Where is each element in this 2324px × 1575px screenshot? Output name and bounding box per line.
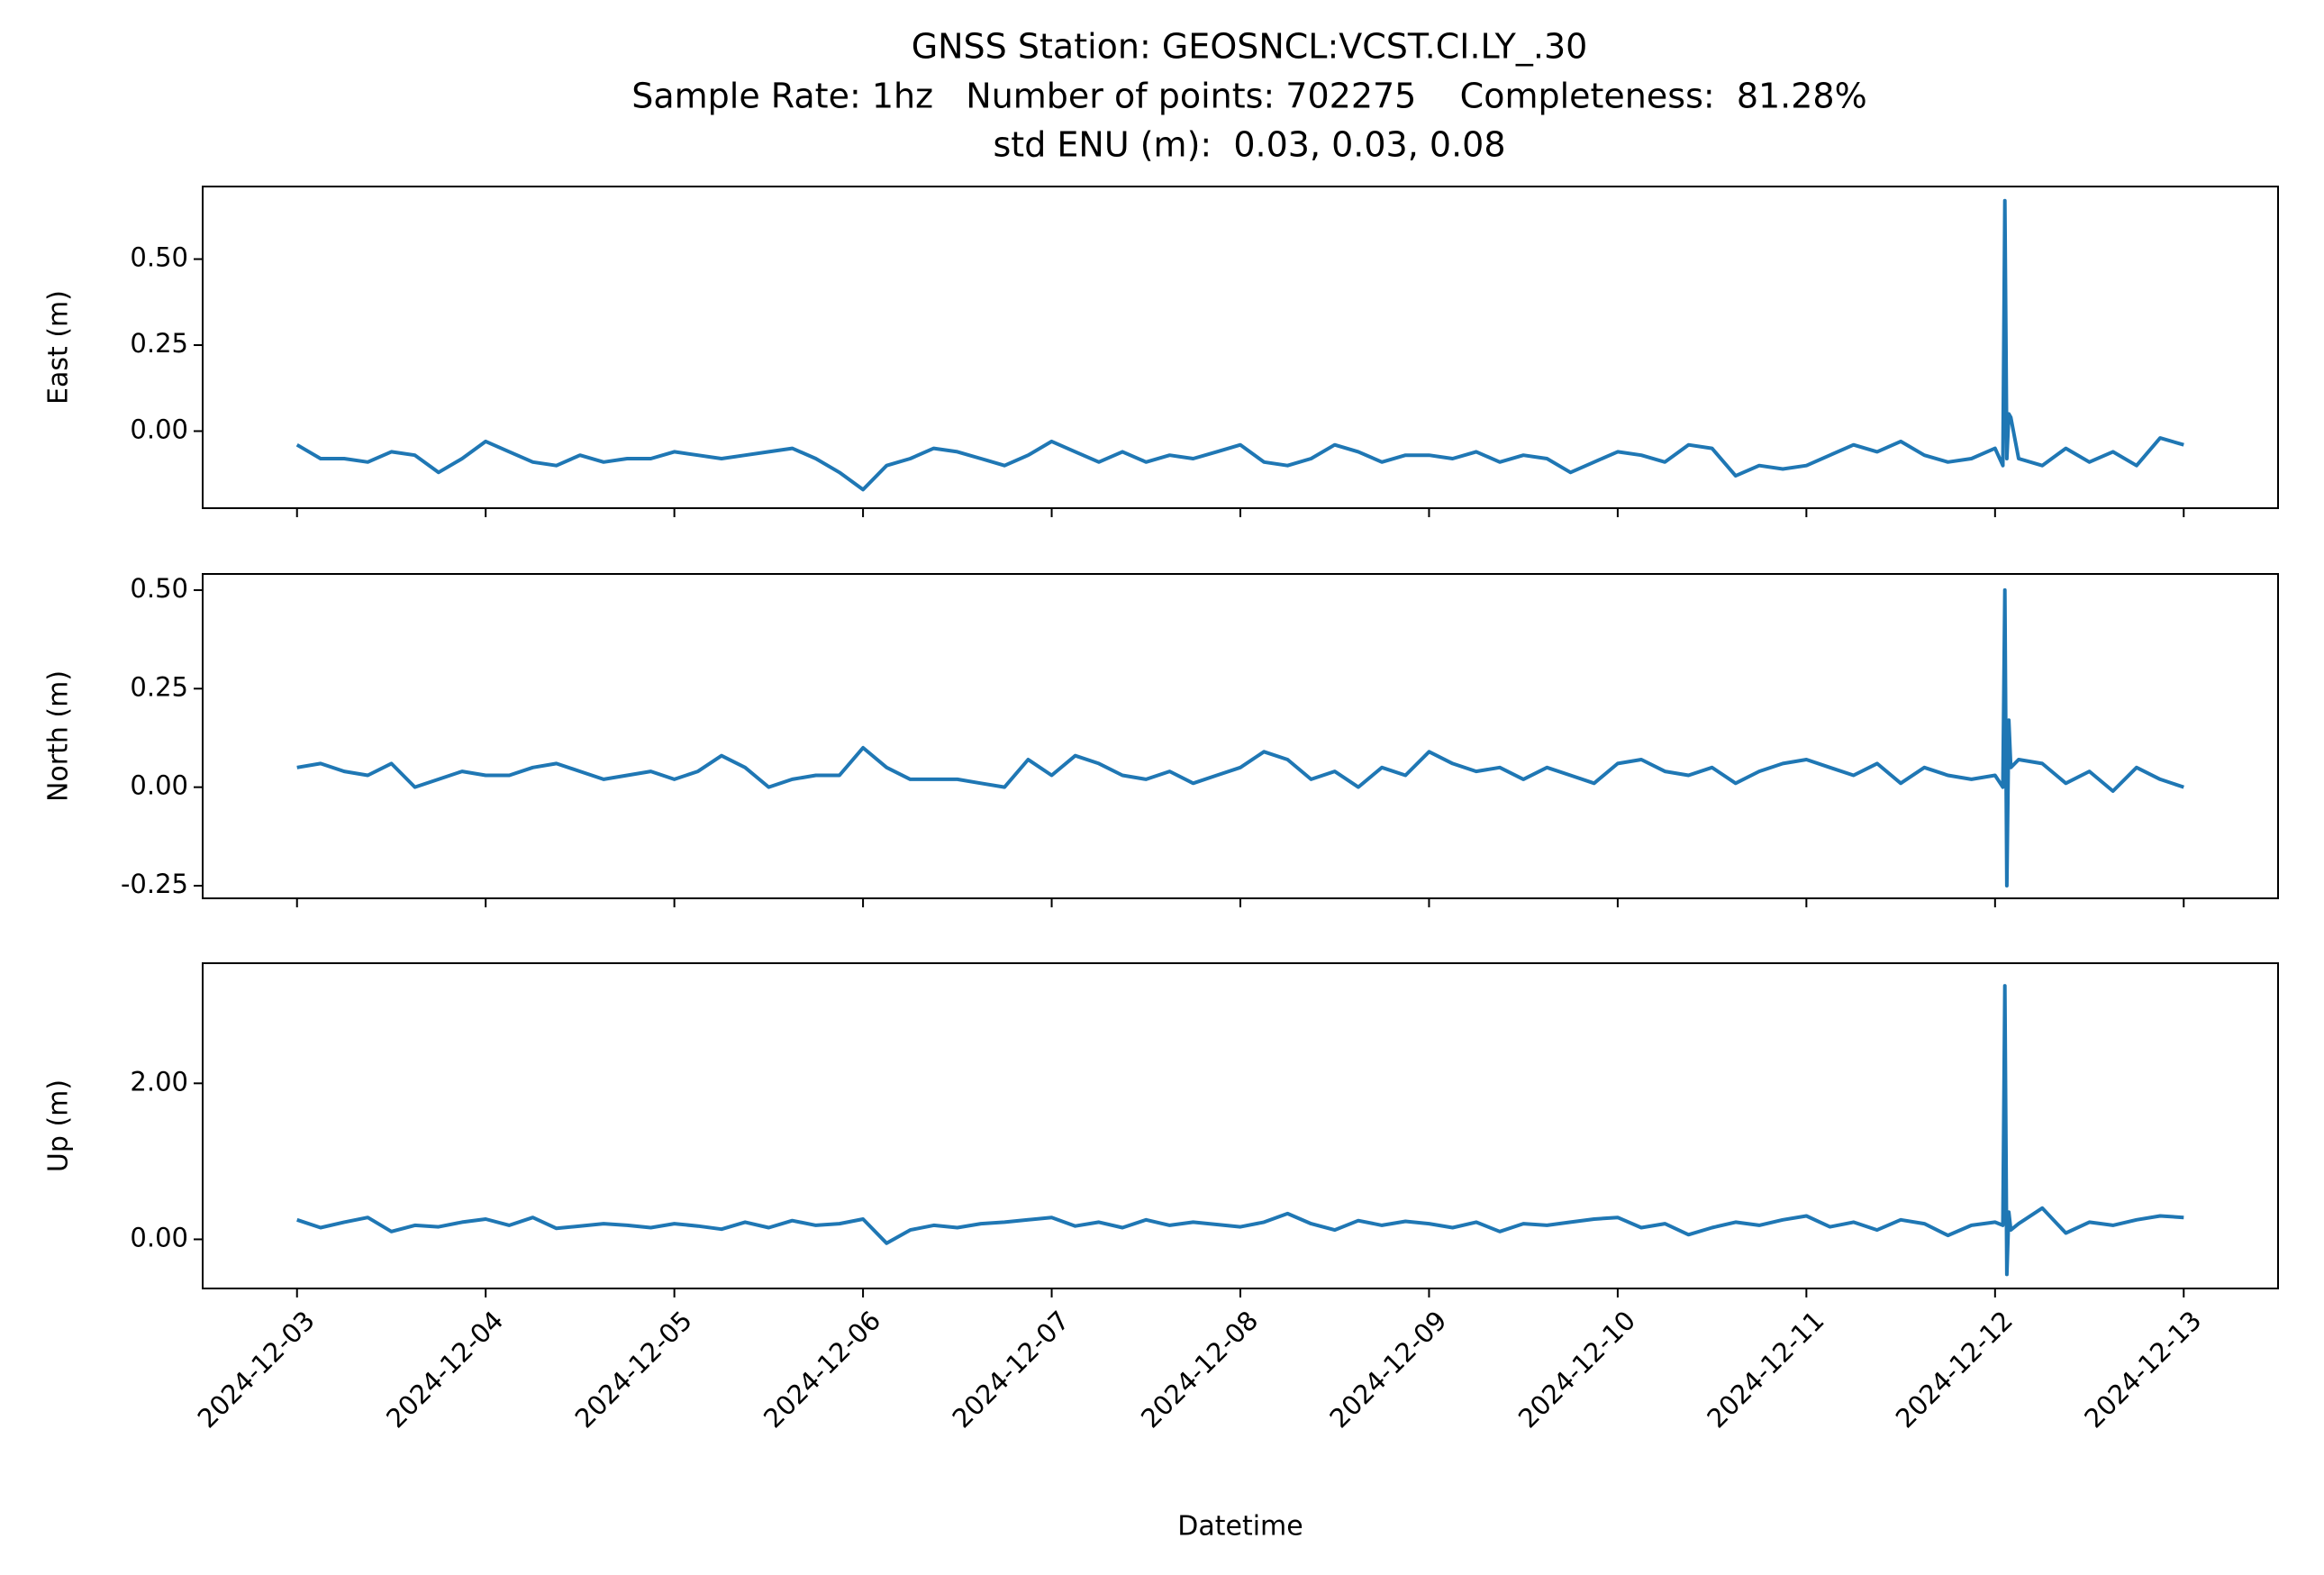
y-tick-label: -0.25 bbox=[121, 869, 188, 899]
x-tick-label: 2024-12-09 bbox=[1323, 1305, 1452, 1434]
x-tick-label: 2024-12-05 bbox=[569, 1305, 698, 1434]
x-axis-label: Datetime bbox=[1177, 1511, 1303, 1543]
y-axis-label: Up (m) bbox=[43, 1079, 75, 1172]
data-line bbox=[296, 587, 2184, 888]
x-tick-label: 2024-12-04 bbox=[380, 1305, 509, 1434]
x-tick-label: 2024-12-03 bbox=[192, 1305, 321, 1434]
y-axis-label: North (m) bbox=[43, 670, 75, 802]
y-tick-label: 0.50 bbox=[130, 573, 188, 604]
title-line: Sample Rate: 1hz Number of points: 70227… bbox=[631, 77, 1866, 116]
x-tick-label: 2024-12-07 bbox=[947, 1305, 1076, 1434]
y-tick-label: 0.00 bbox=[130, 414, 188, 444]
y-axis-label: East (m) bbox=[43, 290, 75, 405]
y-tick-label: 0.50 bbox=[130, 242, 188, 273]
x-tick-label: 2024-12-13 bbox=[2078, 1305, 2207, 1434]
data-line bbox=[296, 984, 2184, 1277]
data-line bbox=[295, 198, 2184, 492]
title-line: std ENU (m): 0.03, 0.03, 0.08 bbox=[994, 125, 1506, 165]
y-tick-label: 2.00 bbox=[130, 1066, 188, 1097]
x-tick-label: 2024-12-08 bbox=[1135, 1305, 1264, 1434]
y-tick-label: 0.25 bbox=[130, 671, 188, 702]
y-tick-label: 0.25 bbox=[130, 328, 188, 359]
x-tick-label: 2024-12-11 bbox=[1701, 1305, 1829, 1434]
axes-frame bbox=[202, 186, 2279, 509]
x-tick-label: 2024-12-06 bbox=[758, 1305, 886, 1434]
axes-frame bbox=[202, 573, 2279, 899]
title-line: GNSS Station: GEOSNCL:VCST.CI.LY_.30 bbox=[912, 27, 1588, 67]
y-tick-label: 0.00 bbox=[130, 1222, 188, 1252]
axes-frame bbox=[202, 962, 2279, 1289]
y-tick-label: 0.00 bbox=[130, 770, 188, 801]
x-tick-label: 2024-12-12 bbox=[1890, 1305, 2019, 1434]
x-tick-label: 2024-12-10 bbox=[1512, 1305, 1641, 1434]
